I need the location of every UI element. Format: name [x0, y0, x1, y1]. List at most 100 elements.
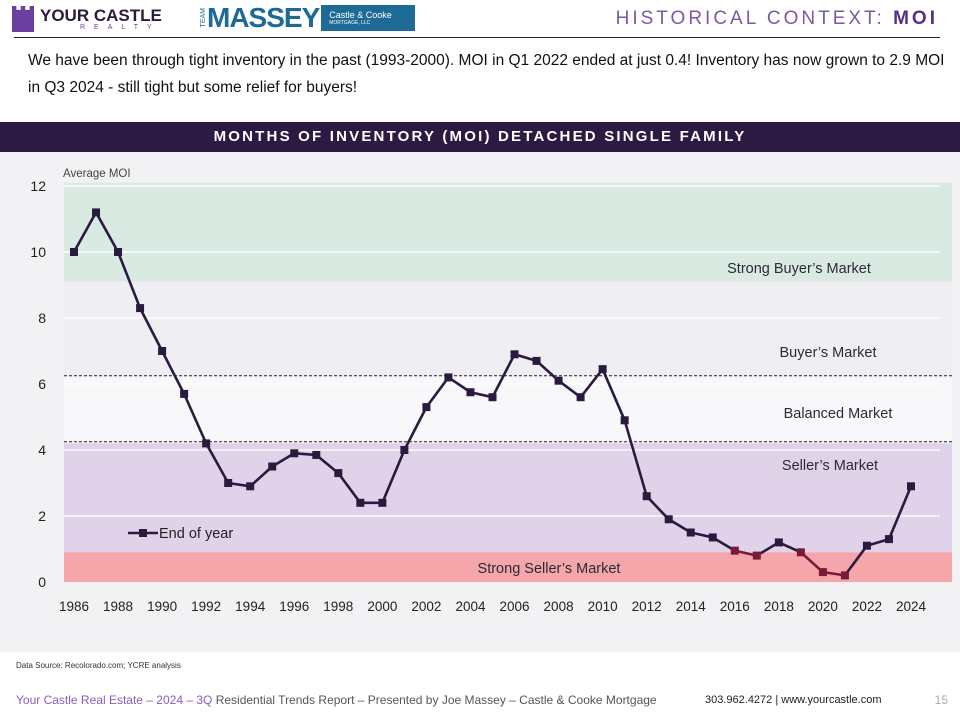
data-point — [180, 389, 189, 398]
x-tick-label: 1990 — [147, 599, 177, 614]
data-point — [884, 535, 893, 544]
data-point — [752, 551, 761, 560]
series-segment — [403, 406, 428, 451]
y-tick-label: 4 — [38, 442, 46, 458]
x-tick-label: 1986 — [59, 599, 89, 614]
data-point — [488, 393, 497, 402]
series-segment — [160, 350, 186, 395]
series-segment — [205, 442, 230, 484]
band-label: Balanced Market — [784, 406, 893, 422]
x-tick-label: 2002 — [411, 599, 441, 614]
series-segment — [182, 393, 208, 444]
data-point — [907, 482, 915, 491]
data-point — [598, 365, 607, 374]
series-segment — [579, 368, 604, 399]
data-point — [356, 498, 365, 507]
series-segment — [843, 544, 868, 577]
band-label: Seller’s Market — [782, 458, 878, 474]
series-segment — [491, 353, 516, 398]
data-point — [620, 416, 629, 425]
band — [64, 552, 952, 582]
series-segment — [425, 376, 450, 408]
x-tick-label: 1994 — [235, 599, 266, 614]
your-castle-logo: YOUR CASTLE REALTY — [12, 5, 162, 33]
x-tick-label: 2010 — [588, 599, 618, 614]
band — [64, 281, 952, 376]
y-tick-label: 2 — [38, 508, 46, 524]
series-segment — [116, 251, 142, 309]
x-tick-label: 2006 — [500, 599, 530, 614]
data-point — [312, 450, 321, 459]
band-label: Buyer’s Market — [780, 345, 877, 361]
x-tick-label: 2020 — [808, 599, 838, 614]
data-point — [576, 393, 585, 402]
data-point — [818, 568, 827, 577]
x-tick-label: 2022 — [852, 599, 882, 614]
x-tick-label: 2000 — [367, 599, 397, 614]
data-point — [686, 528, 695, 537]
x-tick-label: 1992 — [191, 599, 221, 614]
data-point — [664, 515, 673, 524]
data-point — [862, 541, 871, 550]
chart-title: MONTHS OF INVENTORY (MOI) DETACHED SINGL… — [0, 122, 960, 152]
data-point — [796, 548, 805, 557]
data-point — [114, 248, 123, 256]
x-tick-label: 2024 — [896, 599, 927, 614]
data-point — [510, 350, 519, 359]
team-massey-logo: TEAM MASSEY Castle & Cooke MORTGAGE, LLC — [200, 4, 416, 32]
data-point — [92, 208, 101, 217]
data-point — [400, 446, 409, 454]
x-tick-label: 2008 — [544, 599, 574, 614]
series-segment — [381, 449, 406, 504]
intro-text: We have been through tight inventory in … — [28, 52, 945, 96]
y-tick-label: 8 — [38, 310, 46, 326]
castle-icon — [12, 6, 34, 32]
footer-text: Your Castle Real Estate – 2024 – 3Q Resi… — [16, 693, 657, 707]
band — [64, 443, 952, 553]
series-segment — [72, 211, 98, 253]
x-tick-label: 2016 — [720, 599, 750, 614]
data-point — [840, 571, 849, 580]
x-tick-label: 2018 — [764, 599, 794, 614]
data-point — [268, 462, 277, 471]
data-point — [444, 373, 453, 382]
data-point — [422, 403, 431, 412]
series-segment — [94, 211, 120, 253]
series-segment — [337, 472, 362, 504]
data-point — [774, 538, 783, 547]
data-point — [224, 479, 233, 487]
x-tick-label: 2004 — [455, 599, 486, 614]
castle-cooke-badge: Castle & Cooke MORTGAGE, LLC — [321, 5, 416, 31]
footer-contact: 303.962.4272 | www.yourcastle.com — [705, 694, 882, 706]
x-tick-label: 1988 — [103, 599, 133, 614]
series-segment — [887, 485, 913, 540]
data-point — [70, 248, 78, 256]
data-point — [466, 388, 475, 397]
band-label: Strong Seller’s Market — [478, 561, 621, 577]
series-segment — [601, 368, 626, 421]
y-tick-label: 10 — [30, 244, 46, 260]
x-tick-label: 1998 — [323, 599, 353, 614]
data-point — [378, 498, 387, 507]
y-axis-label: Average MOI — [63, 168, 131, 180]
data-point — [334, 469, 343, 478]
series-segment — [623, 419, 648, 497]
data-point — [246, 482, 255, 491]
data-point — [708, 533, 717, 542]
divider — [14, 37, 940, 38]
data-point — [730, 546, 739, 555]
legend-label: End of year — [159, 526, 233, 542]
series-segment — [138, 307, 164, 352]
y-tick-label: 6 — [38, 376, 46, 392]
x-tick-label: 2012 — [632, 599, 662, 614]
data-point — [290, 449, 299, 458]
legend-marker — [139, 529, 147, 537]
data-point — [136, 304, 145, 313]
page-title: HISTORICAL CONTEXT: MOI — [615, 8, 938, 29]
band-label: Strong Buyer’s Market — [727, 261, 871, 277]
page-number: 15 — [934, 693, 948, 707]
x-tick-label: 2014 — [676, 599, 707, 614]
y-tick-label: 12 — [30, 178, 46, 194]
data-source: Data Source: Recolorado.com; YCRE analys… — [16, 661, 181, 670]
